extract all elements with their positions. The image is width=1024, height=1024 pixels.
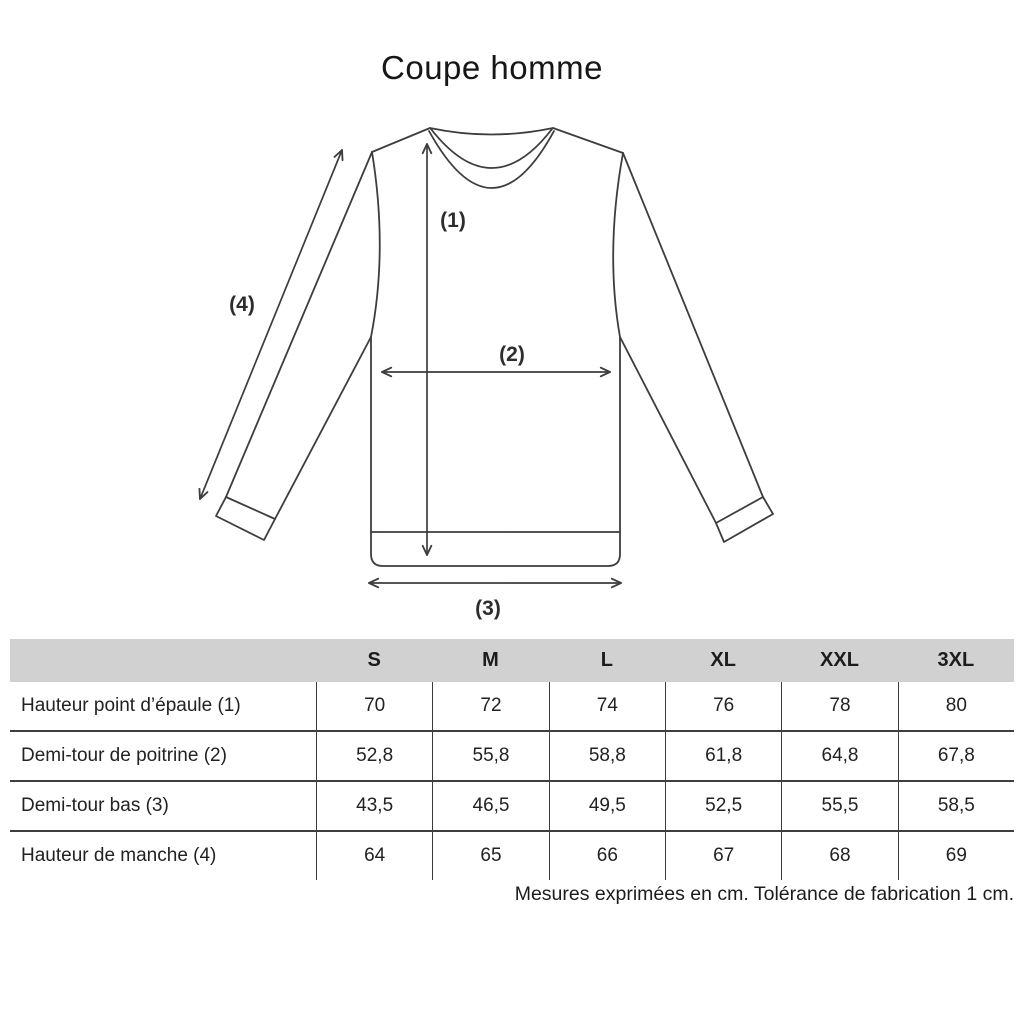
arrow-sleeve-length (198, 149, 344, 500)
label-measure-1: (1) (440, 209, 466, 232)
value-cell: 67,8 (897, 732, 1014, 780)
page-title: Coupe homme (381, 49, 603, 86)
table-row: Hauteur point d’épaule (1) 70 72 74 76 7… (10, 682, 1014, 730)
value-cell: 66 (548, 832, 665, 880)
collar (428, 127, 555, 189)
value-cell: 58,5 (897, 782, 1014, 830)
header-size-3xl: 3XL (937, 649, 975, 671)
value-cell: 74 (548, 682, 665, 730)
row-label: Hauteur point d’épaule (1) (21, 695, 241, 716)
left-sleeve-outline (225, 151, 373, 520)
value-cell: 46,5 (432, 782, 548, 830)
value-cell: 55,8 (432, 732, 548, 780)
table-row: Hauteur de manche (4) 64 65 66 67 68 69 (10, 830, 1014, 880)
value-cell: 76 (665, 682, 781, 730)
label-measure-2: (2) (499, 343, 525, 366)
header-size-l: L (600, 649, 613, 671)
value-cell: 80 (897, 682, 1014, 730)
label-measure-4: (4) (229, 293, 255, 316)
value-cell: 65 (432, 832, 548, 880)
value-cell: 61,8 (665, 732, 781, 780)
value-cell: 69 (897, 832, 1014, 880)
value-cell: 55,5 (781, 782, 897, 830)
header-size-xl: XL (710, 649, 736, 671)
value-cell: 70 (316, 682, 432, 730)
value-cell: 43,5 (316, 782, 432, 830)
value-cell: 52,5 (665, 782, 781, 830)
value-cell: 64 (316, 832, 432, 880)
size-table: S M L XL XXL 3XL Hauteur point d’épaule … (10, 639, 1014, 880)
header-size-s: S (367, 649, 381, 671)
size-table-header-row: S M L XL XXL 3XL (10, 639, 1014, 682)
shoulder-seam-left (371, 127, 431, 153)
value-cell: 72 (432, 682, 548, 730)
row-label: Demi-tour de poitrine (2) (21, 745, 227, 766)
table-row: Demi-tour bas (3) 43,5 46,5 49,5 52,5 55… (10, 780, 1014, 830)
value-cell: 68 (781, 832, 897, 880)
measurement-tolerance-note: Mesures exprimées en cm. Tolérance de fa… (514, 883, 1014, 905)
right-sleeve-outline (619, 152, 764, 524)
sweatshirt-measurement-diagram: (1) (2) (3) (4) (198, 127, 774, 620)
left-cuff (215, 496, 276, 541)
value-cell: 78 (781, 682, 897, 730)
sweatshirt-outline (215, 127, 774, 567)
value-cell: 49,5 (548, 782, 665, 830)
value-cell: 58,8 (548, 732, 665, 780)
right-cuff (715, 496, 774, 543)
value-cell: 67 (665, 832, 781, 880)
header-size-xxl: XXL (820, 649, 859, 671)
shoulder-seam-right (552, 127, 624, 154)
measurement-arrows (198, 143, 622, 589)
body-outline (370, 151, 624, 567)
header-size-m: M (482, 649, 499, 671)
table-row: Demi-tour de poitrine (2) 52,8 55,8 58,8… (10, 730, 1014, 780)
row-label: Demi-tour bas (3) (21, 795, 169, 816)
row-label: Hauteur de manche (4) (21, 845, 217, 866)
value-cell: 52,8 (316, 732, 432, 780)
value-cell: 64,8 (781, 732, 897, 780)
label-measure-3: (3) (475, 597, 501, 620)
